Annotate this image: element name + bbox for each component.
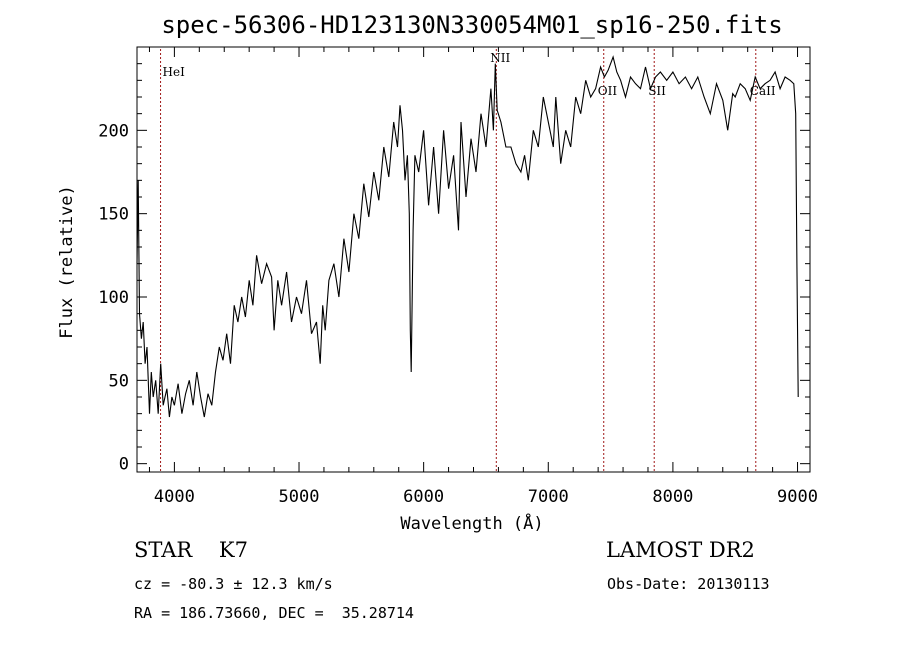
- x-tick-label-0: 4000: [154, 487, 195, 507]
- x-tick-label-2: 6000: [403, 487, 444, 507]
- chart-title: spec-56306-HD123130N330054M01_sp16-250.f…: [161, 11, 782, 39]
- emission-label-0: HeI: [163, 65, 186, 79]
- emission-label-3: SII: [648, 84, 666, 98]
- observation-date: Obs-Date: 20130113: [607, 575, 770, 593]
- y-tick-label-0: 0: [119, 455, 129, 475]
- x-tick-label-3: 7000: [528, 487, 569, 507]
- emission-label-1: NII: [490, 51, 510, 65]
- y-tick-label-4: 200: [98, 121, 129, 141]
- x-tick-label-1: 5000: [279, 487, 320, 507]
- y-axis: 0 50 100 150 200: [98, 63, 810, 475]
- redshift-readout: cz = -80.3 ± 12.3 km/s: [134, 575, 333, 593]
- y-tick-label-3: 150: [98, 205, 129, 225]
- y-tick-label-2: 100: [98, 288, 129, 308]
- coordinates-readout: RA = 186.73660, DEC = 35.28714: [134, 604, 414, 622]
- emission-label-4: CaII: [750, 84, 776, 98]
- x-tick-label-4: 8000: [652, 487, 693, 507]
- x-axis-label: Wavelength (Å): [400, 512, 543, 534]
- object-class: STAR K7: [134, 538, 248, 562]
- survey-name: LAMOST DR2: [606, 538, 755, 562]
- x-axis: 4000 5000 6000 7000 8000 9000: [148, 47, 818, 507]
- x-tick-label-5: 9000: [777, 487, 818, 507]
- spectrum-line: [136, 55, 799, 418]
- emission-label-2: OII: [598, 84, 618, 98]
- y-axis-label: Flux (relative): [57, 185, 77, 339]
- emission-line-markers: HeI NII OII SII CaII: [160, 49, 776, 472]
- y-tick-label-1: 50: [109, 371, 129, 391]
